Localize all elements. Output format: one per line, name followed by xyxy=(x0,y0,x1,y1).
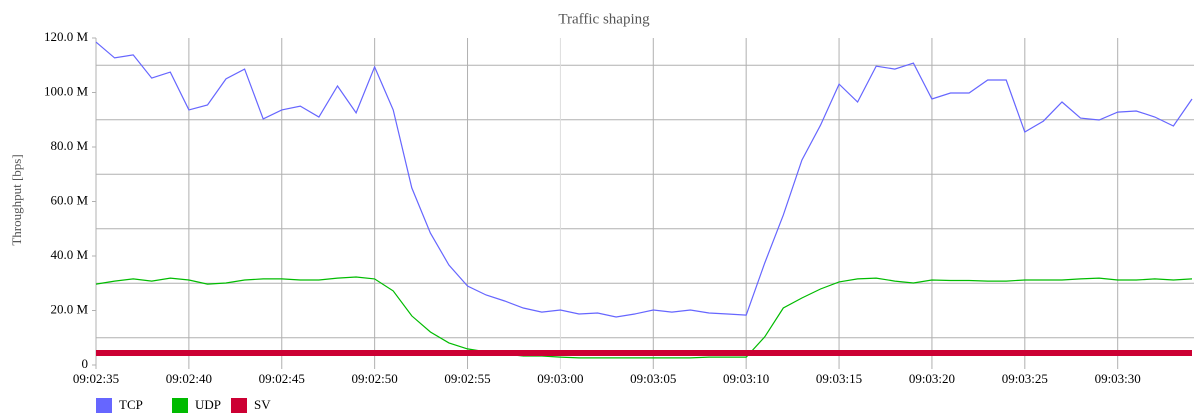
legend-swatch xyxy=(231,398,247,413)
x-tick-label: 09:02:50 xyxy=(352,371,398,386)
x-tick-label: 09:03:15 xyxy=(816,371,862,386)
x-tick-label: 09:02:55 xyxy=(444,371,490,386)
x-tick-label: 09:03:00 xyxy=(537,371,583,386)
legend-label: SV xyxy=(254,397,271,412)
y-tick-label: 100.0 M xyxy=(44,83,89,98)
y-axis-label: Throughput [bps] xyxy=(9,154,24,245)
x-tick-label: 09:03:30 xyxy=(1095,371,1141,386)
x-tick-label: 09:03:10 xyxy=(723,371,769,386)
y-tick-label: 40.0 M xyxy=(50,247,88,262)
y-tick-label: 0 xyxy=(82,356,89,371)
y-tick-label: 120.0 M xyxy=(44,29,89,44)
chart-title: Traffic shaping xyxy=(558,11,650,27)
x-tick-label: 09:02:45 xyxy=(259,371,305,386)
x-tick-label: 09:03:05 xyxy=(630,371,676,386)
series-line xyxy=(95,41,1193,318)
y-tick-label: 20.0 M xyxy=(50,301,88,316)
x-tick-label: 09:02:35 xyxy=(73,371,119,386)
y-tick-label: 60.0 M xyxy=(50,192,88,207)
legend-swatch xyxy=(172,398,188,413)
legend-label: TCP xyxy=(119,397,143,412)
x-tick-label: 09:03:20 xyxy=(909,371,955,386)
legend-swatch xyxy=(96,398,112,413)
x-tick-label: 09:02:40 xyxy=(166,371,212,386)
legend-label: UDP xyxy=(195,397,221,412)
series-line xyxy=(95,276,1193,359)
y-tick-label: 80.0 M xyxy=(50,138,88,153)
x-tick-label: 09:03:25 xyxy=(1002,371,1048,386)
